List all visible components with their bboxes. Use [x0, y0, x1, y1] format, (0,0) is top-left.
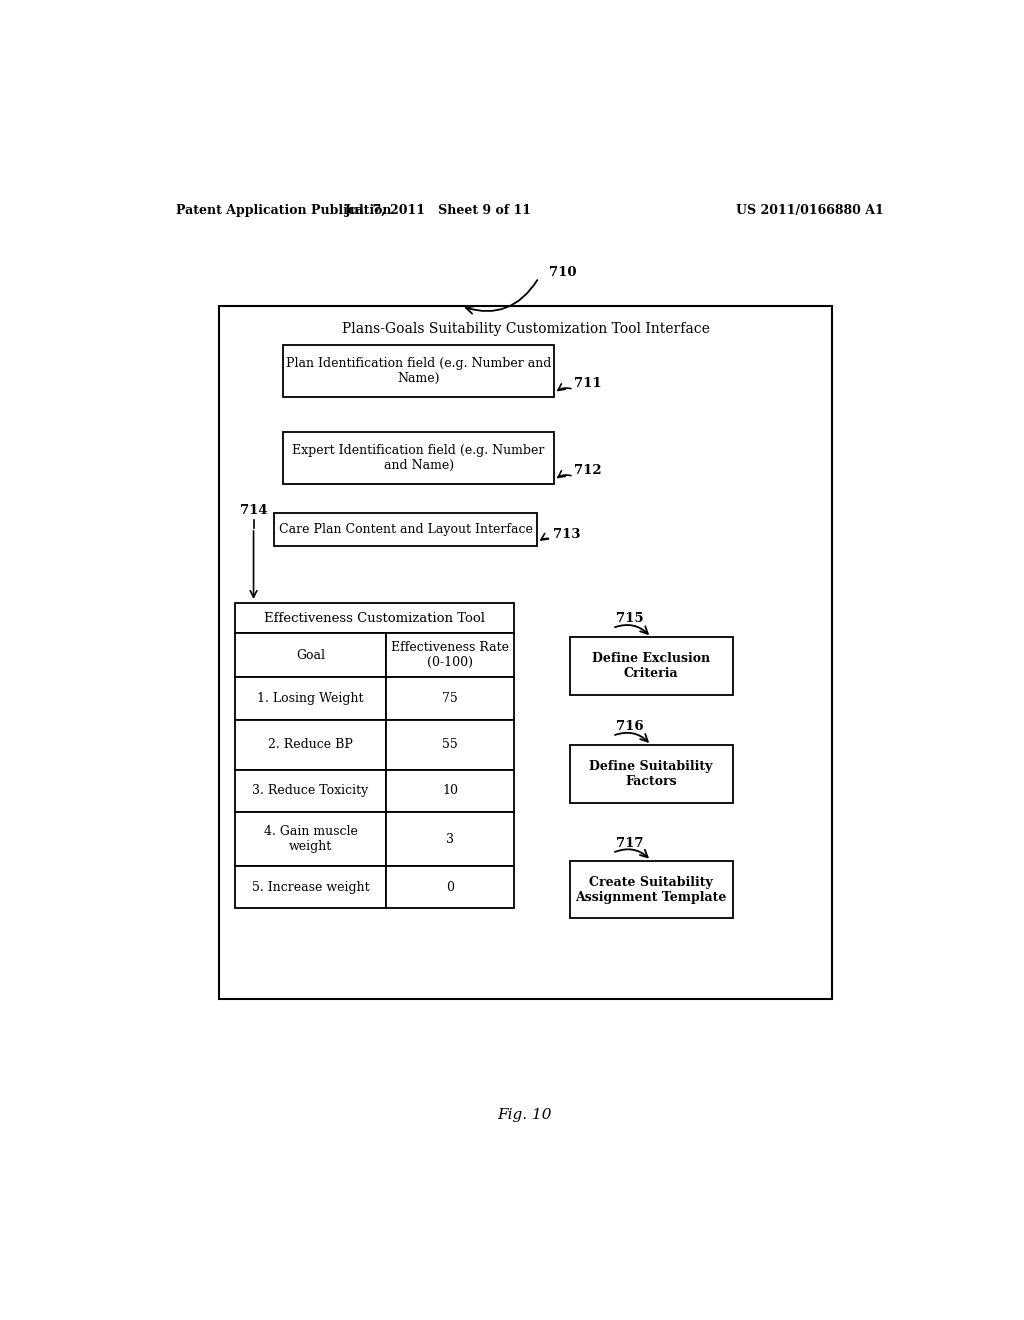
Text: 713: 713	[553, 528, 581, 541]
Bar	[569, 861, 732, 919]
Text: 2. Reduce BP: 2. Reduce BP	[268, 738, 353, 751]
Text: Fig. 10: Fig. 10	[498, 1107, 552, 1122]
Text: 714: 714	[241, 504, 268, 517]
Bar	[386, 677, 514, 719]
Text: 5. Increase weight: 5. Increase weight	[252, 880, 370, 894]
Bar	[386, 719, 514, 770]
Bar	[386, 812, 514, 866]
Text: 55: 55	[442, 738, 458, 751]
Bar	[234, 812, 386, 866]
Text: Goal: Goal	[296, 648, 325, 661]
Bar	[234, 632, 386, 677]
Text: 710: 710	[549, 265, 577, 279]
Text: Plans-Goals Suitability Customization Tool Interface: Plans-Goals Suitability Customization To…	[342, 322, 710, 337]
Text: Define Exclusion
Criteria: Define Exclusion Criteria	[592, 652, 711, 680]
Text: 3. Reduce Toxicity: 3. Reduce Toxicity	[252, 784, 369, 797]
Text: 716: 716	[616, 721, 644, 733]
Text: 1. Losing Weight: 1. Losing Weight	[257, 692, 364, 705]
Text: 712: 712	[574, 463, 602, 477]
Text: Create Suitability
Assignment Template: Create Suitability Assignment Template	[575, 875, 727, 903]
Text: Effectiveness Rate
(0-100): Effectiveness Rate (0-100)	[391, 642, 509, 669]
Text: 10: 10	[442, 784, 458, 797]
Bar	[234, 770, 386, 812]
Bar	[283, 432, 554, 484]
Text: 75: 75	[442, 692, 458, 705]
Text: 715: 715	[616, 612, 644, 626]
Text: Patent Application Publication: Patent Application Publication	[176, 205, 391, 218]
Bar	[569, 638, 732, 696]
Text: 3: 3	[446, 833, 454, 846]
Text: 4. Gain muscle
weight: 4. Gain muscle weight	[263, 825, 357, 853]
Text: Expert Identification field (e.g. Number
and Name): Expert Identification field (e.g. Number…	[293, 444, 545, 473]
Text: Care Plan Content and Layout Interface: Care Plan Content and Layout Interface	[279, 523, 532, 536]
Bar	[386, 770, 514, 812]
Bar	[273, 512, 538, 546]
Text: 717: 717	[616, 837, 644, 850]
Bar	[569, 744, 732, 803]
Text: Jul. 7, 2011   Sheet 9 of 11: Jul. 7, 2011 Sheet 9 of 11	[344, 205, 531, 218]
Bar	[234, 677, 386, 719]
Bar	[234, 603, 514, 632]
Text: Effectiveness Customization Tool: Effectiveness Customization Tool	[264, 611, 485, 624]
Text: 711: 711	[574, 376, 602, 389]
Bar	[219, 306, 831, 999]
Text: 0: 0	[446, 880, 454, 894]
Bar	[386, 866, 514, 908]
Text: US 2011/0166880 A1: US 2011/0166880 A1	[736, 205, 884, 218]
Bar	[386, 632, 514, 677]
Text: Define Suitability
Factors: Define Suitability Factors	[590, 760, 713, 788]
Text: Plan Identification field (e.g. Number and
Name): Plan Identification field (e.g. Number a…	[286, 356, 551, 385]
Bar	[234, 866, 386, 908]
Bar	[283, 345, 554, 397]
Bar	[234, 719, 386, 770]
